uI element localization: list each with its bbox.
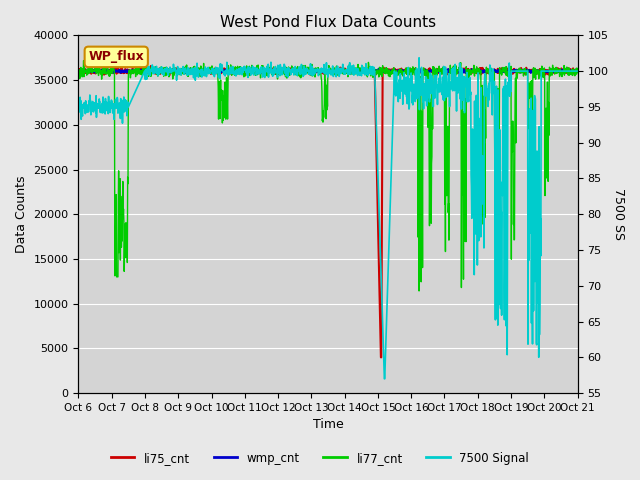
7500 Signal: [381, 376, 388, 382]
7500 Signal: [406, 104, 413, 110]
li75_cnt: [186, 67, 194, 73]
li77_cnt: [80, 58, 88, 63]
7500 Signal: [471, 184, 479, 190]
wmp_cnt: [574, 68, 582, 74]
li77_cnt: [75, 74, 83, 80]
wmp_cnt: [515, 69, 523, 74]
li75_cnt: [574, 67, 582, 73]
Line: li75_cnt: li75_cnt: [79, 66, 578, 357]
Title: West Pond Flux Data Counts: West Pond Flux Data Counts: [220, 15, 436, 30]
wmp_cnt: [135, 66, 143, 72]
wmp_cnt: [242, 69, 250, 75]
Line: 7500 Signal: 7500 Signal: [79, 58, 578, 379]
li77_cnt: [242, 73, 250, 79]
li75_cnt: [515, 67, 523, 72]
7500 Signal: [574, 68, 582, 74]
wmp_cnt: [277, 71, 285, 76]
li77_cnt: [415, 288, 423, 294]
Text: WP_flux: WP_flux: [88, 50, 144, 63]
wmp_cnt: [186, 68, 194, 73]
Y-axis label: 7500 SS: 7500 SS: [612, 188, 625, 240]
wmp_cnt: [174, 69, 182, 74]
7500 Signal: [515, 68, 523, 74]
7500 Signal: [75, 102, 83, 108]
li77_cnt: [174, 69, 182, 75]
li75_cnt: [242, 71, 250, 76]
li75_cnt: [147, 63, 155, 69]
7500 Signal: [415, 55, 423, 60]
li75_cnt: [174, 69, 182, 74]
Y-axis label: Data Counts: Data Counts: [15, 176, 28, 253]
wmp_cnt: [75, 68, 83, 73]
Line: wmp_cnt: wmp_cnt: [79, 69, 578, 73]
li77_cnt: [471, 66, 479, 72]
li75_cnt: [75, 68, 83, 73]
li77_cnt: [574, 69, 582, 75]
li75_cnt: [471, 68, 479, 74]
Line: li77_cnt: li77_cnt: [79, 60, 578, 291]
li75_cnt: [406, 67, 413, 72]
7500 Signal: [173, 70, 181, 75]
7500 Signal: [186, 66, 193, 72]
7500 Signal: [241, 64, 249, 70]
li75_cnt: [377, 354, 385, 360]
Legend: li75_cnt, wmp_cnt, li77_cnt, 7500 Signal: li75_cnt, wmp_cnt, li77_cnt, 7500 Signal: [106, 447, 534, 469]
wmp_cnt: [406, 69, 413, 75]
li77_cnt: [186, 67, 194, 73]
X-axis label: Time: Time: [312, 419, 344, 432]
li77_cnt: [515, 68, 523, 74]
li77_cnt: [406, 71, 413, 77]
wmp_cnt: [471, 67, 479, 73]
